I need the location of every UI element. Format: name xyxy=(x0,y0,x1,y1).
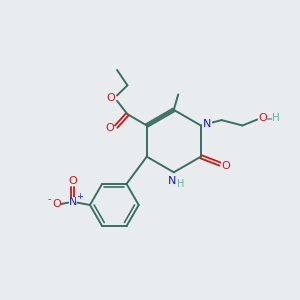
Text: H: H xyxy=(177,178,184,189)
Text: N: N xyxy=(68,197,77,207)
Text: N: N xyxy=(168,176,176,186)
Text: +: + xyxy=(76,192,83,201)
Text: N: N xyxy=(203,119,212,129)
Text: O: O xyxy=(258,113,267,123)
Text: -: - xyxy=(47,194,51,204)
Text: O: O xyxy=(105,123,114,133)
Text: O: O xyxy=(52,199,61,209)
Text: H: H xyxy=(272,113,280,123)
Text: O: O xyxy=(221,160,230,171)
Text: O: O xyxy=(68,176,77,186)
Text: O: O xyxy=(106,93,115,103)
